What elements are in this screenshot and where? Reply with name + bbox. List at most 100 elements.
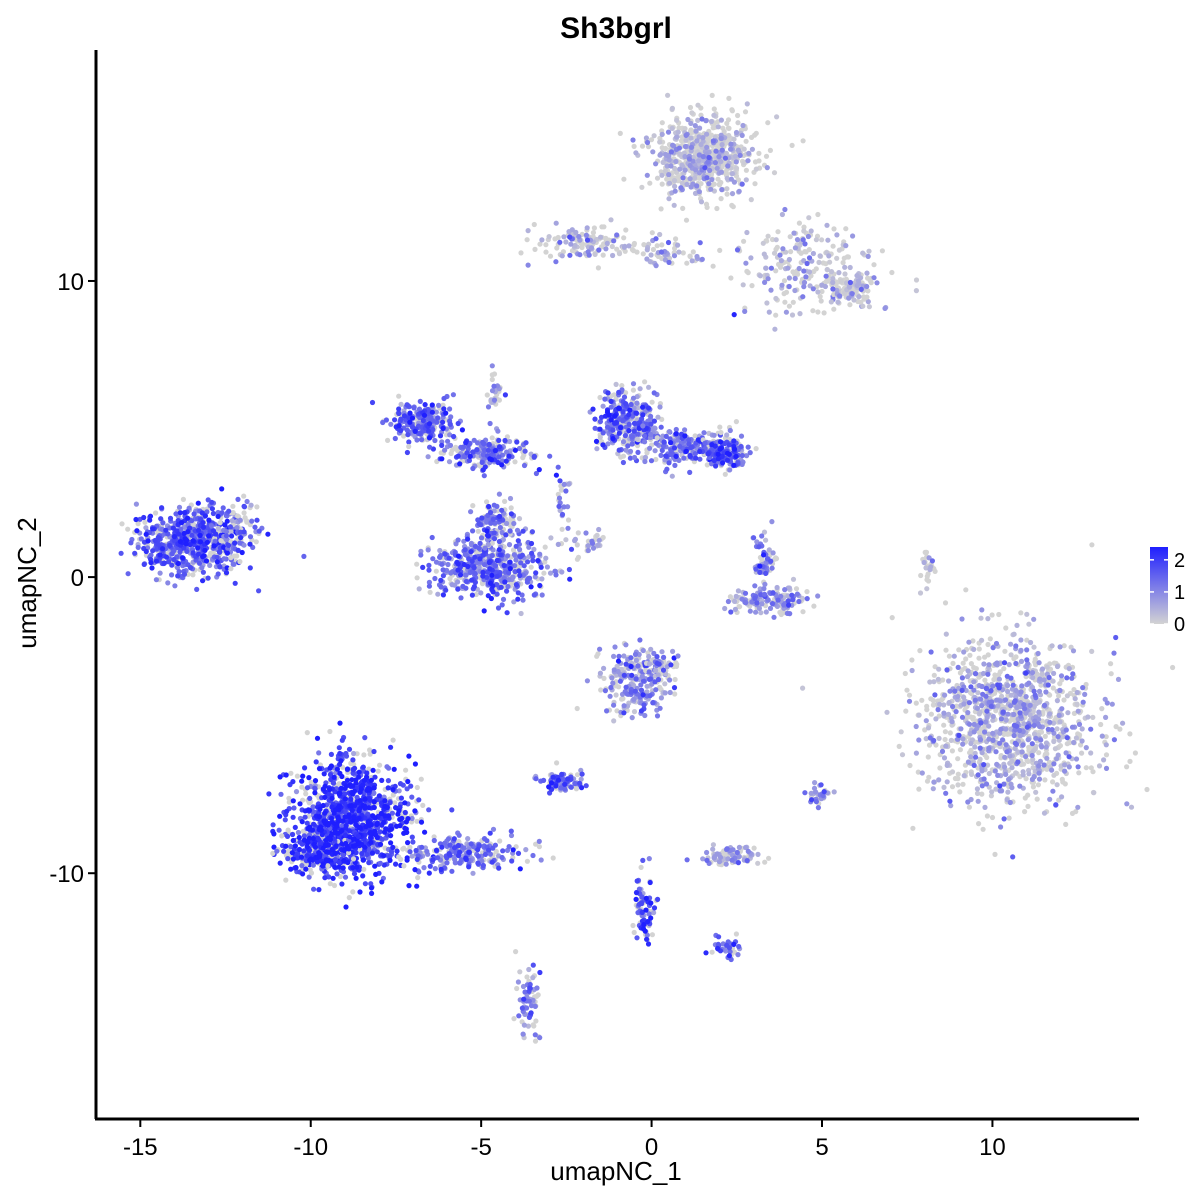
cell-point [169,551,175,557]
cell-point [426,562,432,569]
cell-point [628,401,634,408]
cell-point [482,545,488,551]
cell-point [693,455,699,461]
cell-point [177,538,183,545]
cell-point [801,228,807,234]
cell-point [695,437,701,443]
cell-point [1079,738,1085,744]
cell-point [515,596,521,602]
cell-point [917,648,923,654]
cell-point [425,547,431,553]
cell-point [380,419,386,426]
cell-point [1127,758,1133,765]
cell-point [835,299,841,305]
cell-point [1104,700,1110,706]
cell-point [247,534,254,540]
cell-point [196,560,203,566]
cell-point [559,253,565,259]
cell-point [767,605,774,612]
cell-point [641,242,647,248]
cell-point [470,528,476,534]
cell-point [241,542,247,548]
cell-point [176,569,182,575]
cell-point [1013,687,1019,694]
cell-point [147,517,153,523]
cell-point [697,240,703,246]
cell-point [414,575,420,581]
cell-point [830,276,836,282]
cell-point [440,592,446,598]
cell-point [621,244,628,250]
cell-point [740,282,746,288]
cell-point [965,710,971,716]
cell-point [455,579,461,585]
cell-point [735,120,741,126]
cell-point [811,603,817,609]
cell-point [729,171,736,177]
cell-point [1144,786,1150,793]
cell-point [796,598,802,605]
cell-point [822,283,829,290]
cell-point [676,125,682,131]
cell-point [831,306,837,312]
cell-point [433,568,439,574]
cell-point [654,175,661,181]
cell-point [718,117,725,123]
cell-point [794,237,801,243]
cell-point [743,167,750,173]
cell-point [533,570,539,576]
cell-point [416,406,423,412]
cell-point [405,432,411,438]
cell-point [197,539,204,545]
cell-point [226,508,232,514]
cell-point [665,129,672,135]
cell-point [497,524,503,531]
cell-point [475,528,481,534]
cell-point [732,606,739,613]
cell-point [1089,648,1095,655]
cell-point [237,559,243,565]
cell-point [673,134,680,140]
cell-point [986,745,992,752]
cell-point [731,438,737,444]
cell-point [1090,769,1096,775]
cell-point [1128,804,1135,810]
cell-point [782,587,788,593]
cell-point [712,160,719,166]
cell-point [682,143,689,150]
cell-point [961,694,967,700]
cell-point [211,543,217,549]
cell-point [803,249,809,255]
cell-point [241,529,247,535]
cell-point [537,241,543,247]
cell-point [699,116,705,122]
cell-point [942,600,949,606]
cell-point [1096,763,1103,769]
cell-point [955,771,961,777]
cell-point [719,187,725,193]
cell-point [769,565,775,571]
cell-point [816,259,822,265]
cell-point [760,240,766,246]
cell-point [943,647,949,653]
cell-point [717,424,723,430]
cell-point [780,246,786,252]
cell-point [479,459,485,465]
cell-point [630,387,637,393]
cell-point [721,128,727,135]
cell-point [224,518,230,524]
cell-point [989,789,995,795]
cell-point [529,529,536,535]
cell-point [502,579,508,585]
cell-point [1098,721,1104,728]
cell-point [715,456,722,462]
cell-point [986,662,992,668]
cell-point [846,295,852,301]
cell-point [1057,681,1063,687]
cell-point [668,440,674,446]
cell-point [1076,721,1083,728]
cell-point [480,467,486,473]
cell-point [576,234,582,240]
cell-point [1035,650,1041,657]
cell-point [840,260,846,266]
